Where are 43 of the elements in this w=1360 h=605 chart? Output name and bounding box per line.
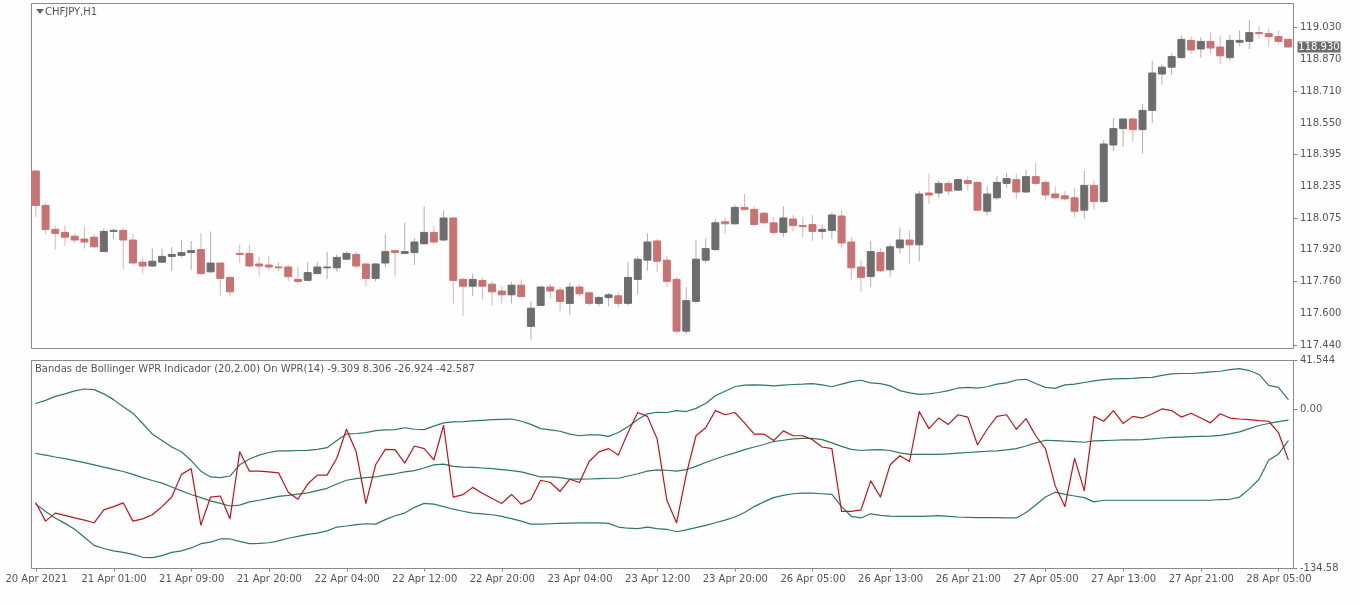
- candlestick: [293, 266, 302, 284]
- x-tick-label: 26 Apr 21:00: [935, 572, 1001, 584]
- y-tick-label: 0.00: [1300, 403, 1323, 415]
- line-series: [35, 408, 1289, 526]
- x-tick-label: 28 Apr 05:00: [1246, 572, 1312, 584]
- y-tick-label: 118.075: [1300, 212, 1342, 223]
- x-tick-label: 22 Apr 20:00: [469, 572, 535, 584]
- x-tick-label: 26 Apr 13:00: [858, 572, 924, 584]
- y-tick-label: 119.030: [1300, 21, 1342, 32]
- y-tick-label: -134.58: [1300, 562, 1339, 573]
- x-tick-label: 26 Apr 05:00: [780, 572, 846, 584]
- y-tick-label: 118.870: [1300, 53, 1342, 64]
- y-tick-label: 117.760: [1300, 275, 1342, 286]
- y-tick-label: 118.710: [1300, 85, 1342, 96]
- x-tick-label: 23 Apr 04:00: [547, 572, 613, 584]
- y-tick-label: 118.235: [1300, 180, 1342, 191]
- candlestick: [721, 216, 730, 234]
- x-tick-label: 22 Apr 12:00: [392, 572, 458, 584]
- y-tick-label: 117.920: [1300, 243, 1342, 254]
- x-tick-label: 21 Apr 20:00: [236, 572, 302, 584]
- x-tick-label: 27 Apr 21:00: [1168, 572, 1234, 584]
- chart-title: CHFJPY,H1: [45, 6, 98, 17]
- x-tick-label: 21 Apr 01:00: [81, 572, 147, 584]
- x-tick-label: 23 Apr 20:00: [702, 572, 768, 584]
- y-tick-label: 41.544: [1300, 354, 1335, 365]
- x-tick-label: 21 Apr 09:00: [159, 572, 225, 584]
- candlestick: [1255, 25, 1264, 39]
- y-tick-label: 118.550: [1300, 117, 1342, 128]
- candlestick: [536, 285, 545, 306]
- x-tick-label: 20 Apr 2021: [5, 572, 68, 584]
- x-tick-label: 23 Apr 12:00: [625, 572, 691, 584]
- x-tick-label: 27 Apr 05:00: [1013, 572, 1079, 584]
- x-tick-label: 22 Apr 04:00: [314, 572, 380, 584]
- candlestick: [789, 214, 798, 232]
- line-series: [35, 419, 1289, 507]
- text: 118.930: [1298, 41, 1340, 52]
- chart-title: Bandas de Bollinger WPR Indicador (20,2.00) On WPR(14) -9.309 8.306 -26.924 -42.587: [35, 363, 475, 374]
- candlestick: [158, 248, 167, 264]
- y-tick-label: 117.440: [1300, 339, 1342, 350]
- y-tick-label: 117.600: [1300, 307, 1342, 318]
- y-tick-label: 118.395: [1300, 148, 1342, 159]
- x-tick-label: 27 Apr 13:00: [1091, 572, 1157, 584]
- line-series: [35, 440, 1289, 559]
